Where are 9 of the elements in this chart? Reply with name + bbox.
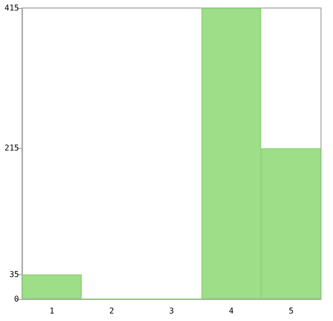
x-tick-label: 5 [288, 306, 294, 316]
x-tick-label: 2 [109, 306, 114, 316]
x-tick-label: 4 [228, 306, 234, 316]
y-tick-label: 0 [14, 294, 20, 304]
y-tick-label: 35 [9, 270, 20, 279]
x-tick-label: 3 [169, 306, 174, 316]
y-tick-label: 215 [4, 144, 20, 153]
x-tick-label: 1 [49, 306, 54, 316]
y-tick-label: 415 [4, 4, 20, 12]
